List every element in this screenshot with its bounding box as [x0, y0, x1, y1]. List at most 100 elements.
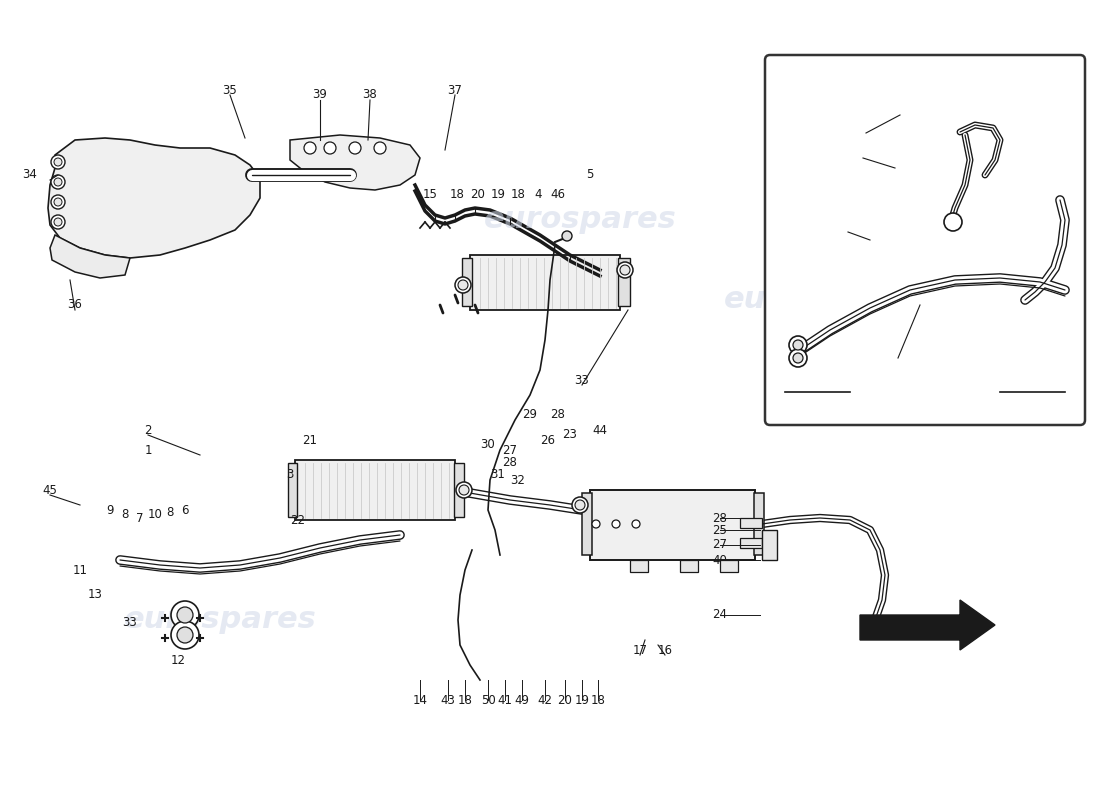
Text: 13: 13	[827, 223, 843, 237]
Text: 8: 8	[166, 506, 174, 519]
Circle shape	[54, 218, 62, 226]
Text: 6: 6	[182, 503, 189, 517]
Circle shape	[177, 607, 192, 623]
Polygon shape	[50, 235, 130, 278]
Text: 23: 23	[562, 429, 578, 442]
Circle shape	[562, 231, 572, 241]
Text: 32: 32	[510, 474, 526, 486]
Circle shape	[54, 198, 62, 206]
Text: 41: 41	[497, 694, 513, 706]
Bar	[720, 560, 738, 572]
Text: 45: 45	[43, 483, 57, 497]
Polygon shape	[290, 135, 420, 190]
Circle shape	[51, 195, 65, 209]
Text: 30: 30	[481, 438, 495, 451]
Text: 48: 48	[843, 149, 857, 162]
Circle shape	[374, 142, 386, 154]
Polygon shape	[860, 600, 996, 650]
Text: 28: 28	[713, 511, 727, 525]
Text: 44: 44	[593, 423, 607, 437]
Text: 14: 14	[412, 694, 428, 706]
Text: eurospares: eurospares	[484, 206, 676, 234]
Text: 36: 36	[67, 298, 82, 311]
Text: 46: 46	[550, 189, 565, 202]
Text: 11: 11	[73, 563, 88, 577]
Text: 42: 42	[538, 694, 552, 706]
Text: 29: 29	[522, 409, 538, 422]
Bar	[754, 493, 764, 555]
Text: 28: 28	[551, 409, 565, 422]
Text: 3: 3	[286, 469, 294, 482]
Circle shape	[304, 142, 316, 154]
Text: 25: 25	[713, 523, 727, 537]
Text: 18: 18	[591, 694, 605, 706]
Text: 27: 27	[503, 443, 517, 457]
Text: 9: 9	[107, 503, 113, 517]
Text: 43: 43	[441, 694, 455, 706]
Text: 14: 14	[882, 349, 898, 362]
Circle shape	[620, 265, 630, 275]
Text: 26: 26	[540, 434, 556, 446]
Text: 50: 50	[481, 694, 495, 706]
Text: 22: 22	[290, 514, 306, 526]
Circle shape	[456, 482, 472, 498]
Text: 7: 7	[136, 511, 144, 525]
Text: 16: 16	[658, 643, 672, 657]
Circle shape	[170, 601, 199, 629]
Circle shape	[632, 520, 640, 528]
Text: 2: 2	[144, 423, 152, 437]
Text: 27: 27	[713, 538, 727, 551]
Text: eurospares: eurospares	[724, 286, 916, 314]
Circle shape	[612, 520, 620, 528]
Bar	[630, 560, 648, 572]
Text: 38: 38	[363, 89, 377, 102]
Text: 20: 20	[558, 694, 572, 706]
Circle shape	[349, 142, 361, 154]
Bar	[762, 530, 777, 560]
Bar	[740, 538, 762, 548]
Circle shape	[459, 485, 469, 495]
Text: 18: 18	[510, 189, 526, 202]
Bar	[618, 258, 630, 306]
Circle shape	[51, 155, 65, 169]
Circle shape	[575, 500, 585, 510]
Text: eurospares: eurospares	[123, 606, 317, 634]
Circle shape	[572, 497, 588, 513]
Circle shape	[793, 353, 803, 363]
Circle shape	[617, 262, 632, 278]
FancyBboxPatch shape	[764, 55, 1085, 425]
Text: 34: 34	[23, 169, 37, 182]
Circle shape	[455, 277, 471, 293]
Circle shape	[789, 349, 807, 367]
Bar	[680, 560, 698, 572]
Bar	[454, 463, 464, 517]
Polygon shape	[48, 138, 260, 258]
Text: 39: 39	[312, 89, 328, 102]
Text: 24: 24	[713, 609, 727, 622]
Text: 40: 40	[713, 554, 727, 566]
Text: 35: 35	[222, 83, 238, 97]
Text: 31: 31	[491, 469, 505, 482]
Circle shape	[51, 215, 65, 229]
Text: 49: 49	[515, 694, 529, 706]
Text: 8: 8	[121, 509, 129, 522]
Text: 13: 13	[88, 589, 102, 602]
Text: 33: 33	[574, 374, 590, 386]
Text: 47: 47	[843, 123, 858, 137]
Bar	[470, 255, 620, 310]
Text: 10: 10	[147, 509, 163, 522]
Text: 15: 15	[422, 189, 438, 202]
Circle shape	[170, 621, 199, 649]
Text: 17: 17	[632, 643, 648, 657]
Circle shape	[177, 627, 192, 643]
Text: 5: 5	[586, 169, 594, 182]
Text: 18: 18	[458, 694, 472, 706]
Circle shape	[458, 280, 468, 290]
Bar	[288, 463, 297, 517]
Bar	[582, 493, 592, 555]
Bar	[740, 518, 762, 528]
Circle shape	[592, 520, 600, 528]
Bar	[295, 460, 455, 520]
Text: 19: 19	[574, 694, 590, 706]
Text: 18: 18	[450, 189, 464, 202]
